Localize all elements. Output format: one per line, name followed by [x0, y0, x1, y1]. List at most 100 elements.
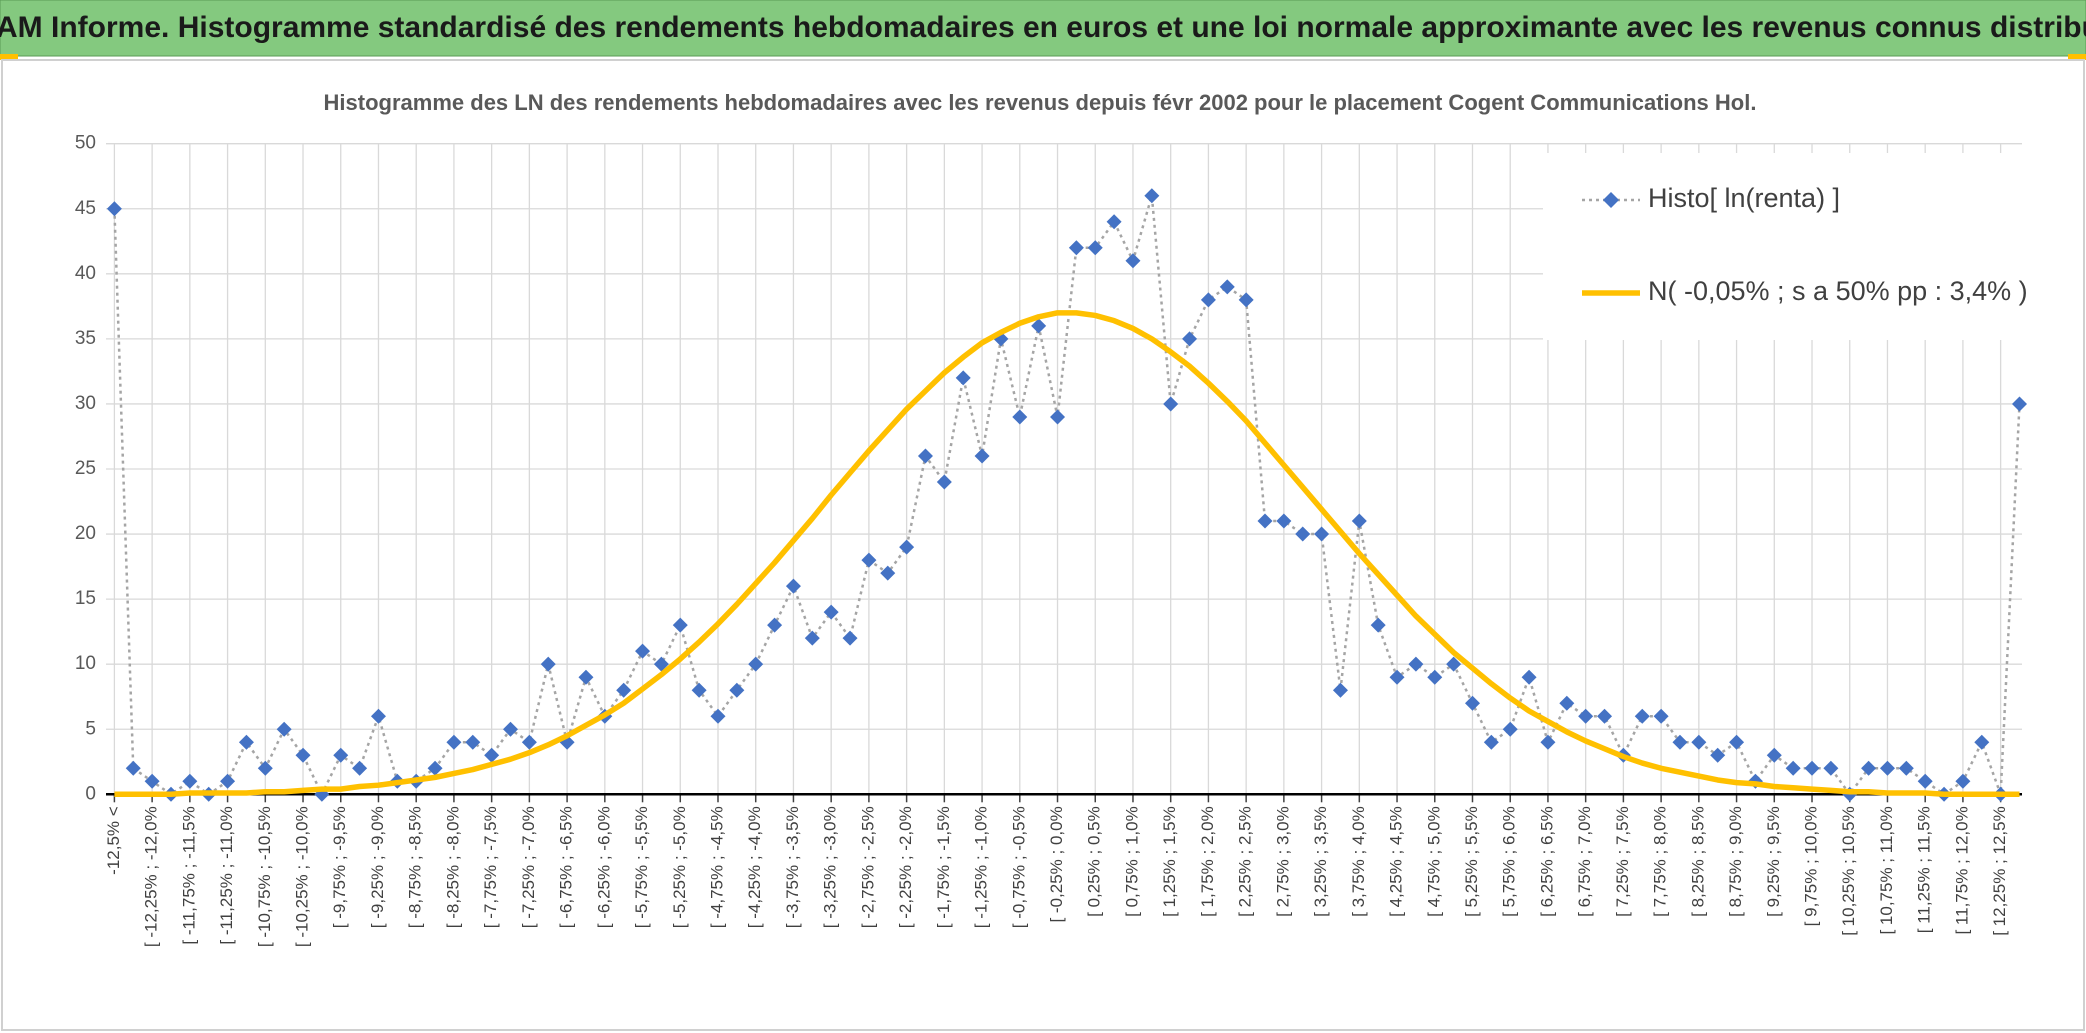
data-point [465, 734, 481, 750]
data-point [352, 760, 368, 776]
data-point [729, 682, 745, 698]
data-point [1427, 669, 1443, 685]
banner-title: ADAM Informe. Histogramme standardisé de… [0, 11, 2086, 44]
data-point [1785, 760, 1801, 776]
x-tick-label: [ 6,25% ; 6,5% [1537, 806, 1556, 917]
data-point [125, 760, 141, 776]
x-tick-label: [ 8,75% ; 9,0% [1726, 806, 1745, 917]
data-point [1879, 760, 1895, 776]
x-tick-label: [ 7,25% ; 7,5% [1613, 806, 1632, 917]
data-point [1332, 682, 1348, 698]
x-tick-label: [ 9,75% ; 10,0% [1801, 806, 1820, 926]
y-tick-label: 25 [75, 458, 96, 479]
data-point [1917, 773, 1933, 789]
data-point [880, 565, 896, 581]
data-point [1691, 734, 1707, 750]
data-point [1521, 669, 1537, 685]
x-tick-label: [ -11,75% ; -11,5% [179, 806, 198, 944]
data-point [1710, 747, 1726, 763]
data-point [1163, 396, 1179, 412]
data-point [1012, 409, 1028, 425]
x-tick-label: [ 8,25% ; 8,5% [1688, 806, 1707, 917]
x-tick-label: [ -9,25% ; -9,0% [368, 806, 387, 928]
data-point [748, 656, 764, 672]
x-tick-label: [ -2,25% ; -2,0% [896, 806, 915, 928]
x-tick-label: [ 10,75% ; 11,0% [1877, 806, 1896, 934]
data-point [1182, 331, 1198, 347]
data-point [276, 721, 292, 737]
x-tick-label: -12,5% < [104, 806, 123, 875]
data-point [1672, 734, 1688, 750]
x-tick-label: [ -12,25% ; -12,0% [142, 806, 161, 947]
data-point [1804, 760, 1820, 776]
data-point [936, 474, 952, 490]
data-point [1370, 617, 1386, 633]
x-tick-label: [ -5,25% ; -5,0% [670, 806, 689, 928]
x-tick-label: [ -7,75% ; -7,5% [481, 806, 500, 928]
x-tick-label: [ 5,75% ; 6,0% [1500, 806, 1519, 917]
x-tick-label: [ -5,75% ; -5,5% [632, 806, 651, 928]
data-point [1125, 253, 1141, 269]
data-point [1389, 669, 1405, 685]
data-point [1483, 734, 1499, 750]
data-point [616, 682, 632, 698]
data-point [691, 682, 707, 698]
x-tick-label: [ 1,25% ; 1,5% [1160, 806, 1179, 917]
x-tick-label: [ 12,25% ; 12,5% [1990, 806, 2009, 935]
corner-mark [0, 54, 18, 60]
y-tick-label: 15 [75, 588, 96, 609]
data-point [238, 734, 254, 750]
data-point [1502, 721, 1518, 737]
data-point [1276, 513, 1292, 529]
x-tick-label: [ -2,75% ; -2,5% [858, 806, 877, 928]
data-point [842, 630, 858, 646]
data-point [1559, 695, 1575, 711]
data-point [1861, 760, 1877, 776]
x-tick-label: [ 6,75% ; 7,0% [1575, 806, 1594, 917]
data-point [106, 201, 122, 217]
data-point [1031, 318, 1047, 334]
y-tick-label: 40 [75, 263, 96, 284]
data-point [1314, 526, 1330, 542]
x-tick-label: [ 2,75% ; 3,0% [1273, 806, 1292, 917]
data-point [257, 760, 273, 776]
series-line [114, 310, 2020, 798]
data-point [1653, 708, 1669, 724]
x-tick-label: [ -8,75% ; -8,5% [406, 806, 425, 928]
data-point [1823, 760, 1839, 776]
x-tick-label: [ 11,25% ; 11,5% [1915, 806, 1934, 933]
data-point [484, 747, 500, 763]
x-tick-label: [ 9,25% ; 9,5% [1764, 806, 1783, 917]
data-point [1144, 188, 1160, 204]
data-point [1464, 695, 1480, 711]
x-tick-label: [ 4,25% ; 4,5% [1387, 806, 1406, 917]
data-point [823, 604, 839, 620]
data-point [1408, 656, 1424, 672]
data-point [1729, 734, 1745, 750]
banner [0, 0, 2086, 57]
data-point [1540, 734, 1556, 750]
x-tick-label: [ -8,25% ; -8,0% [443, 806, 462, 928]
data-point [295, 747, 311, 763]
data-point [1257, 513, 1273, 529]
x-tick-label: [ 0,75% ; 1,0% [1122, 806, 1141, 917]
x-tick-label: [ -3,75% ; -3,5% [783, 806, 802, 928]
x-tick-label: [ -9,75% ; -9,5% [330, 806, 349, 928]
data-point [1898, 760, 1914, 776]
data-point [144, 773, 160, 789]
x-tick-label: [ -7,25% ; -7,0% [519, 806, 538, 928]
x-tick-label: [ -1,25% ; -1,0% [972, 806, 991, 928]
x-tick-label: [ -1,75% ; -1,5% [934, 806, 953, 928]
data-point [370, 708, 386, 724]
data-point [974, 448, 990, 464]
legend-label: Histo[ ln(renta) ] [1648, 183, 1840, 213]
data-point [1351, 513, 1367, 529]
y-tick-label: 20 [75, 523, 96, 544]
data-point [635, 643, 651, 659]
x-tick-label: [ 0,25% ; 0,5% [1085, 806, 1104, 917]
corner-mark [2068, 54, 2086, 60]
x-tick-label: [ 2,25% ; 2,5% [1236, 806, 1255, 917]
data-point [521, 734, 537, 750]
data-point [1974, 734, 1990, 750]
